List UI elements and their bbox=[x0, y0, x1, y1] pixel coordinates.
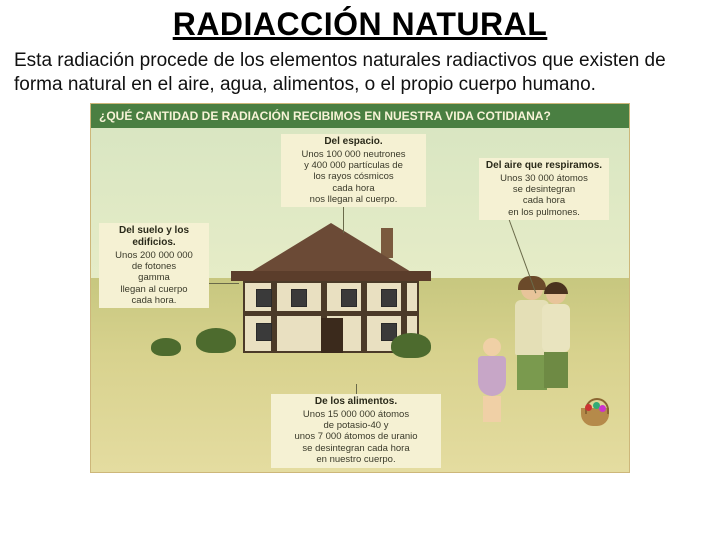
callout-heading: Del suelo y los edificios. bbox=[103, 225, 205, 249]
window bbox=[256, 289, 272, 307]
callout-line: en los pulmones. bbox=[483, 207, 605, 218]
callout-line: nos llegan al cuerpo. bbox=[285, 194, 422, 205]
infographic-scene: Del espacio. Unos 100 000 neutrones y 40… bbox=[91, 128, 629, 472]
adult-figure bbox=[541, 284, 571, 388]
bush bbox=[391, 333, 431, 358]
callout-heading: Del aire que respiramos. bbox=[483, 160, 605, 172]
family-illustration bbox=[469, 278, 589, 438]
child-figure bbox=[475, 338, 509, 428]
basket-illustration bbox=[581, 408, 609, 426]
callout-line: cada hora bbox=[285, 183, 422, 194]
callout-line: y 400 000 partículas de bbox=[285, 160, 422, 171]
callout-heading: Del espacio. bbox=[285, 136, 422, 148]
infographic-panel: ¿QUÉ CANTIDAD DE RADIACIÓN RECIBIMOS EN … bbox=[90, 103, 630, 473]
callout-heading: De los alimentos. bbox=[275, 396, 437, 408]
callout-line: unos 7 000 átomos de uranio bbox=[275, 431, 437, 442]
callout-soil: Del suelo y los edificios. Unos 200 000 … bbox=[99, 223, 209, 309]
callout-food: De los alimentos. Unos 15 000 000 átomos… bbox=[271, 394, 441, 468]
callout-air: Del aire que respiramos. Unos 30 000 áto… bbox=[479, 158, 609, 221]
house-illustration bbox=[231, 223, 431, 353]
callout-line: Unos 15 000 000 átomos bbox=[275, 409, 437, 420]
callout-line: cada hora. bbox=[103, 295, 205, 306]
leader-line bbox=[209, 283, 239, 284]
callout-line: se desintegran cada hora bbox=[275, 443, 437, 454]
callout-line: Unos 30 000 átomos bbox=[483, 173, 605, 184]
roof bbox=[241, 223, 421, 278]
bush bbox=[151, 338, 181, 356]
infographic-banner: ¿QUÉ CANTIDAD DE RADIACIÓN RECIBIMOS EN … bbox=[91, 104, 629, 128]
callout-line: llegan al cuerpo bbox=[103, 284, 205, 295]
callout-line: Unos 200 000 000 bbox=[103, 250, 205, 261]
window bbox=[341, 289, 357, 307]
callout-space: Del espacio. Unos 100 000 neutrones y 40… bbox=[281, 134, 426, 208]
window bbox=[381, 289, 397, 307]
callout-line: de fotones bbox=[103, 261, 205, 272]
window bbox=[291, 289, 307, 307]
beam bbox=[243, 311, 419, 316]
callout-line: los rayos cósmicos bbox=[285, 171, 422, 182]
intro-paragraph: Esta radiación procede de los elementos … bbox=[0, 43, 720, 101]
bush bbox=[196, 328, 236, 353]
callout-line: gamma bbox=[103, 272, 205, 283]
beam bbox=[361, 281, 367, 353]
roof-eave bbox=[231, 271, 431, 281]
page-title: RADIACCIÓN NATURAL bbox=[0, 0, 720, 43]
callout-line: en nuestro cuerpo. bbox=[275, 454, 437, 465]
callout-line: se desintegran bbox=[483, 184, 605, 195]
door bbox=[321, 318, 343, 353]
callout-line: Unos 100 000 neutrones bbox=[285, 149, 422, 160]
callout-line: cada hora bbox=[483, 195, 605, 206]
callout-line: de potasio-40 y bbox=[275, 420, 437, 431]
window bbox=[256, 323, 272, 341]
